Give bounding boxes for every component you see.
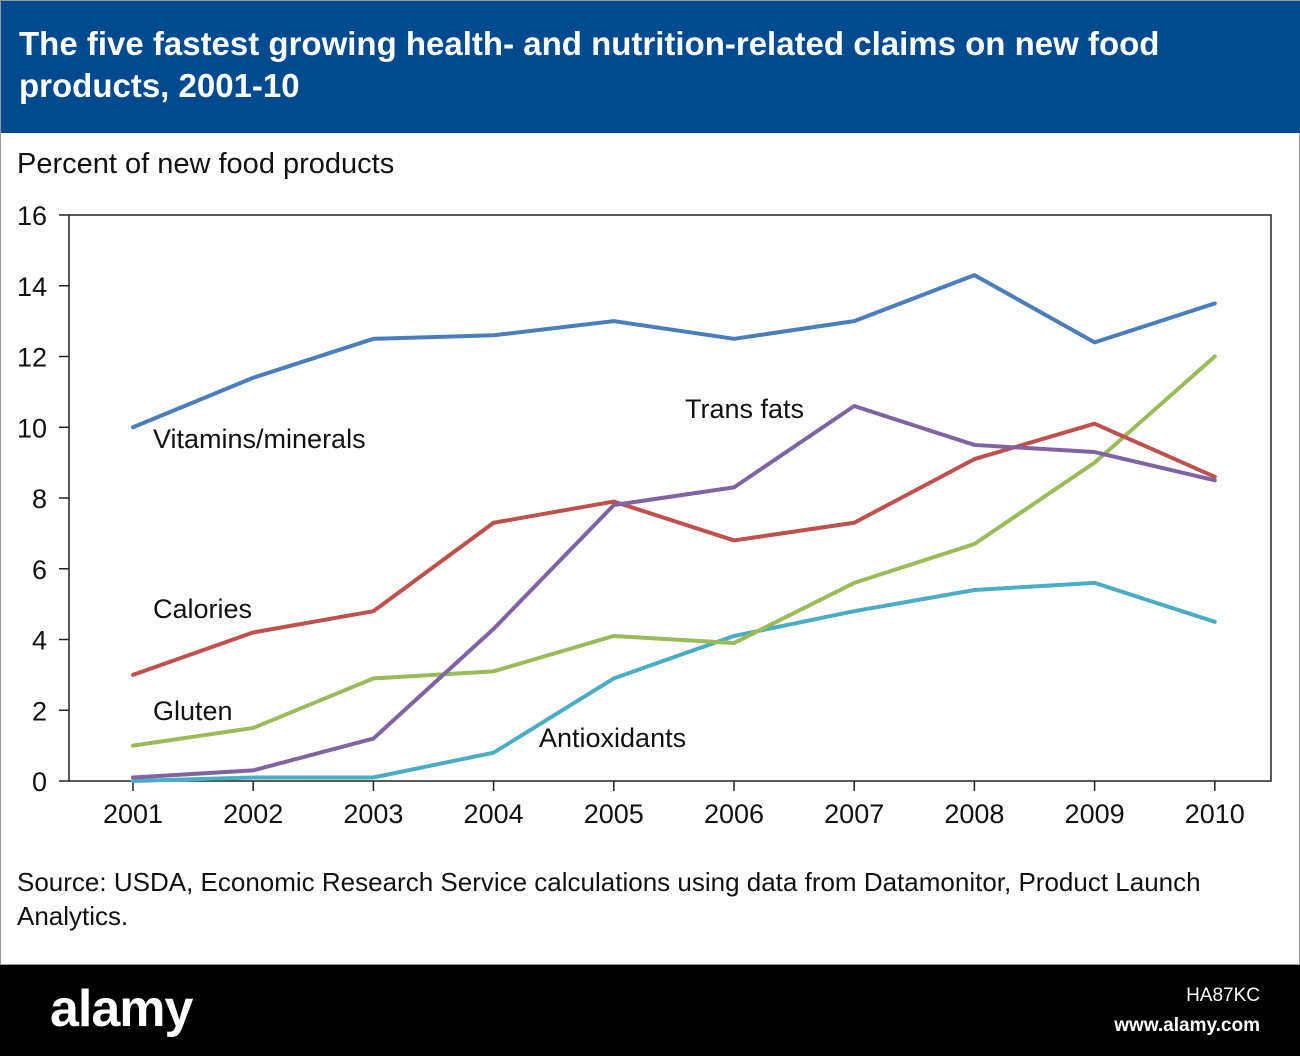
- series-label-trans-fats: Trans fats: [685, 394, 804, 424]
- watermark-footer: alamy HA87KC www.alamy.com: [0, 965, 1300, 1056]
- x-tick-label-2009: 2009: [1065, 799, 1125, 829]
- stock-id: HA87KC: [1186, 985, 1260, 1006]
- y-tick-label-6: 6: [32, 555, 47, 585]
- x-tick-label-2001: 2001: [103, 799, 163, 829]
- x-tick-label-2010: 2010: [1185, 799, 1245, 829]
- series-line-trans-fats: [131, 404, 1217, 780]
- y-tick-label-4: 4: [32, 626, 47, 656]
- y-axis-label: Percent of new food products: [17, 148, 395, 180]
- y-tick-label-2: 2: [32, 696, 47, 726]
- x-tick-label-2004: 2004: [464, 799, 524, 829]
- series-line-antioxidants: [131, 580, 1217, 783]
- y-tick-label-14: 14: [17, 272, 47, 302]
- source-note: Source: USDA, Economic Research Service …: [17, 867, 1201, 931]
- series-line-calories: [131, 421, 1217, 677]
- line-chart: 0 2 4 6 8 10 12 14 16 2001 2002 2003 2004 2005 2006 200…: [17, 201, 1272, 829]
- x-tick-label-2002: 2002: [223, 799, 283, 829]
- chart-title: The five fastest growing health- and nut…: [19, 25, 1160, 104]
- chart-series-labels: Vitamins/minerals Trans fats Calories Glute…: [153, 394, 804, 753]
- chart-axes: 0 2 4 6 8 10 12 14 16 2001 2002 2003 2004 2005 2006 200…: [17, 201, 1272, 829]
- x-tick-label-2008: 2008: [944, 799, 1004, 829]
- title-bar: The five fastest growing health- and nut…: [1, 1, 1300, 133]
- y-tick-label-12: 12: [17, 343, 47, 373]
- series-line-vitamins-minerals: [131, 273, 1217, 430]
- x-tick-label-2003: 2003: [343, 799, 403, 829]
- x-tick-label-2005: 2005: [584, 799, 644, 829]
- series-line-gluten: [131, 354, 1217, 748]
- y-tick-label-10: 10: [17, 413, 47, 443]
- brand-logo: alamy: [50, 980, 193, 1038]
- chart-card: The five fastest growing health- and nut…: [0, 0, 1300, 965]
- chart-series: [131, 273, 1217, 783]
- series-label-gluten: Gluten: [153, 696, 233, 726]
- y-tick-label-16: 16: [17, 201, 47, 231]
- series-label-antioxidants: Antioxidants: [539, 723, 686, 753]
- stock-url: www.alamy.com: [1114, 1015, 1260, 1036]
- y-tick-label-0: 0: [32, 767, 47, 797]
- y-tick-label-8: 8: [32, 484, 47, 514]
- series-label-vitamins-minerals: Vitamins/minerals: [153, 424, 366, 454]
- x-tick-label-2006: 2006: [704, 799, 764, 829]
- series-label-calories: Calories: [153, 594, 252, 624]
- x-tick-label-2007: 2007: [824, 799, 884, 829]
